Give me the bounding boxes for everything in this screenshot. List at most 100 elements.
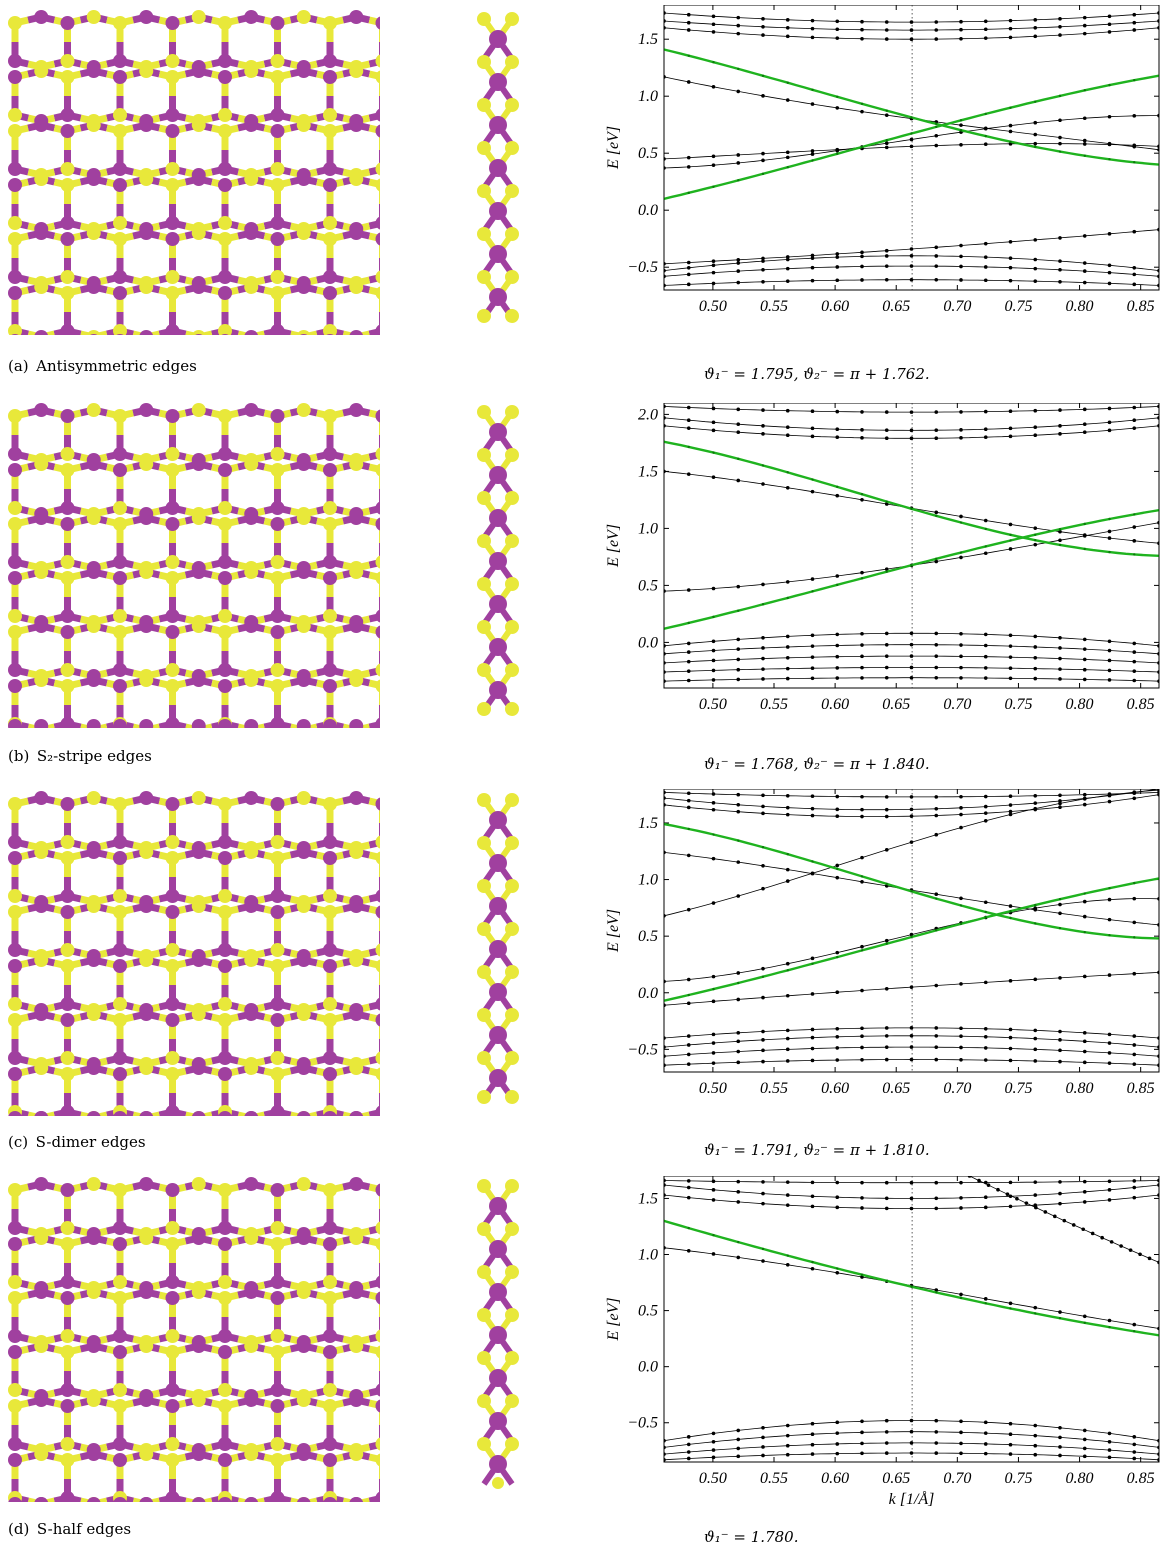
band-point bbox=[1107, 263, 1112, 268]
band-point bbox=[1157, 26, 1159, 30]
band-point bbox=[664, 48, 666, 51]
band-point bbox=[785, 867, 790, 872]
x-tick-label: 0.85 bbox=[1127, 1470, 1155, 1487]
sulfur-atom bbox=[505, 1265, 519, 1279]
band-point bbox=[860, 794, 864, 799]
sulfur-atom bbox=[505, 1437, 519, 1451]
band-point bbox=[909, 428, 914, 433]
band-point bbox=[909, 631, 914, 636]
sulfur-atom bbox=[375, 178, 380, 192]
band-point bbox=[835, 676, 840, 680]
band-point bbox=[761, 793, 765, 798]
sulfur-atom bbox=[60, 1437, 75, 1451]
band-point bbox=[1108, 158, 1111, 161]
sulfur-atom bbox=[8, 609, 22, 623]
sulfur-atom bbox=[477, 1222, 491, 1236]
metal-atom bbox=[139, 118, 154, 132]
band-point bbox=[785, 805, 790, 810]
metal-atom bbox=[323, 286, 337, 300]
band-point bbox=[1132, 971, 1137, 976]
band-point bbox=[761, 172, 765, 176]
band-point bbox=[860, 1273, 864, 1276]
band-point bbox=[664, 1045, 666, 1049]
sulfur-atom bbox=[165, 571, 180, 585]
band-point bbox=[687, 54, 690, 57]
metal-atom bbox=[86, 1231, 101, 1245]
band-point bbox=[934, 1451, 939, 1455]
metal-atom bbox=[8, 286, 22, 300]
band-point bbox=[686, 805, 691, 810]
band-point bbox=[761, 1453, 765, 1458]
sulfur-atom bbox=[270, 286, 285, 300]
metal-atom bbox=[244, 619, 259, 633]
band-point bbox=[1157, 789, 1159, 792]
metal-atom bbox=[489, 811, 507, 829]
band-point bbox=[785, 1263, 790, 1267]
band-point bbox=[686, 791, 691, 796]
band-point bbox=[986, 1183, 991, 1187]
sulfur-atom bbox=[296, 1007, 311, 1021]
band-point bbox=[884, 654, 889, 658]
sulfur-atom bbox=[191, 1393, 206, 1407]
band-point bbox=[959, 1026, 963, 1031]
sulfur-atom bbox=[218, 501, 232, 515]
sulfur-atom bbox=[34, 953, 49, 967]
band-point bbox=[1108, 83, 1111, 87]
sulfur-atom bbox=[505, 1090, 519, 1104]
band-point bbox=[1009, 106, 1012, 109]
band-point bbox=[736, 15, 741, 20]
band-point bbox=[983, 1046, 988, 1050]
sulfur-atom bbox=[60, 663, 75, 677]
band-point bbox=[934, 28, 939, 32]
metal-atom bbox=[86, 719, 101, 728]
band-point bbox=[1058, 1425, 1062, 1430]
sulfur-atom bbox=[505, 534, 519, 548]
sulfur-atom bbox=[296, 403, 311, 417]
band-point bbox=[810, 256, 815, 260]
metal-atom bbox=[489, 940, 507, 958]
band-point bbox=[959, 665, 963, 670]
sulfur-atom bbox=[323, 1183, 337, 1197]
band-point bbox=[1058, 926, 1062, 930]
band-point bbox=[761, 1191, 765, 1196]
band-point bbox=[811, 159, 814, 162]
sulfur-atom bbox=[349, 1231, 364, 1245]
sulfur-atom bbox=[165, 1329, 180, 1343]
band-point bbox=[810, 676, 815, 681]
band-point bbox=[664, 661, 666, 665]
metal-atom bbox=[270, 1497, 285, 1502]
band-point bbox=[1133, 936, 1136, 939]
sulfur-atom bbox=[270, 270, 285, 284]
sulfur-atom bbox=[86, 1285, 101, 1299]
band-point bbox=[1008, 1432, 1013, 1437]
metal-atom bbox=[244, 791, 259, 805]
sulfur-atom bbox=[218, 124, 232, 138]
sulfur-atom bbox=[60, 54, 75, 68]
band-point bbox=[686, 659, 691, 664]
band-point bbox=[1033, 1452, 1038, 1457]
metal-atom bbox=[296, 565, 311, 579]
sulfur-atom bbox=[113, 124, 127, 138]
sulfur-atom bbox=[323, 1013, 337, 1027]
band-point bbox=[810, 1058, 815, 1063]
sulfur-atom bbox=[218, 905, 232, 919]
band-point bbox=[884, 1418, 889, 1423]
sulfur-atom bbox=[139, 1339, 154, 1353]
band-point bbox=[686, 1185, 691, 1190]
band-point bbox=[1058, 33, 1062, 37]
band-point bbox=[1034, 533, 1037, 536]
band-point bbox=[736, 997, 741, 1002]
band-point bbox=[934, 654, 939, 658]
band-point bbox=[934, 813, 939, 818]
band-point bbox=[835, 950, 840, 955]
band-point bbox=[1033, 34, 1038, 39]
band-point bbox=[983, 255, 988, 259]
band-point bbox=[835, 148, 840, 153]
panel-caption-c: (c) S-dimer edges bbox=[8, 1133, 146, 1151]
band-point bbox=[885, 139, 888, 142]
band-point bbox=[711, 1051, 716, 1055]
band-point bbox=[1082, 797, 1087, 801]
sulfur-atom bbox=[34, 1447, 49, 1461]
band-point bbox=[664, 999, 666, 1002]
band-point bbox=[984, 916, 987, 919]
